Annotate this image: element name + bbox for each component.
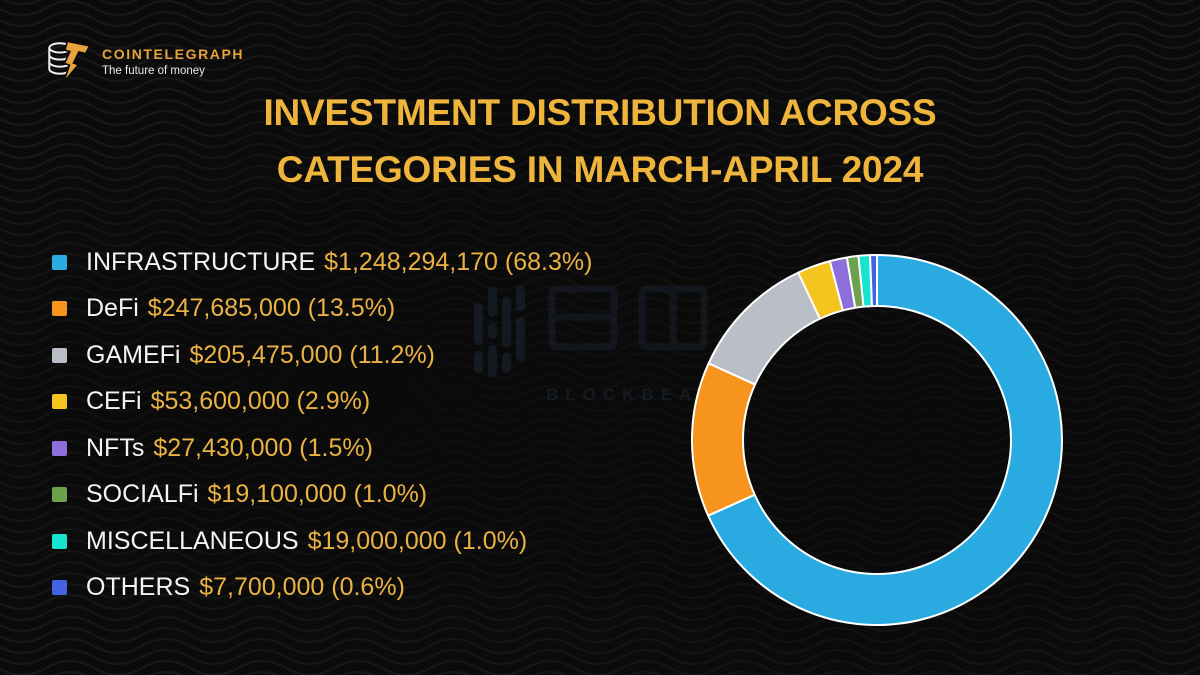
legend-label: SOCIALFi xyxy=(86,480,199,509)
legend-swatch-nfts xyxy=(52,440,67,456)
donut-slice-defi xyxy=(690,362,757,517)
legend-swatch-cefi xyxy=(52,394,67,410)
legend-value: $247,685,000 (13.5%) xyxy=(147,294,396,323)
legend-label: NFTs xyxy=(86,433,145,462)
legend-label: DeFi xyxy=(86,294,139,323)
legend-item-others: OTHERS $7,700,000 (0.6%) xyxy=(52,565,592,612)
legend-item-gamefi: GAMEFi $205,475,000 (11.2%) xyxy=(52,332,592,379)
page-title: INVESTMENT DISTRIBUTION ACROSS CATEGORIE… xyxy=(0,84,1200,198)
legend-value: $19,100,000 (1.0%) xyxy=(207,480,428,509)
legend-swatch-infrastructure xyxy=(52,254,67,270)
legend-value: $1,248,294,170 (68.3%) xyxy=(324,247,593,276)
legend-item-cefi: CEFi $53,600,000 (2.9%) xyxy=(52,379,592,426)
legend-label: MISCELLANEOUS xyxy=(86,526,299,555)
legend-swatch-miscellaneous xyxy=(52,533,67,549)
legend-swatch-gamefi xyxy=(52,347,67,363)
brand-name: COINTELEGRAPH xyxy=(102,45,245,62)
legend-swatch-others xyxy=(52,580,67,596)
cointelegraph-coin-stack-icon xyxy=(48,40,91,83)
legend-value: $27,430,000 (1.5%) xyxy=(153,433,373,462)
chart-legend: INFRASTRUCTURE $1,248,294,170 (68.3%) DeFi… xyxy=(52,239,592,611)
legend-item-nfts: NFTs $27,430,000 (1.5%) xyxy=(52,425,592,472)
legend-label: INFRASTRUCTURE xyxy=(86,247,316,276)
legend-label: GAMEFi xyxy=(86,340,181,369)
legend-value: $19,000,000 (1.0%) xyxy=(307,526,528,555)
legend-value: $205,475,000 (11.2%) xyxy=(189,340,436,369)
legend-swatch-socialfi xyxy=(52,487,67,503)
donut-chart xyxy=(690,253,1063,626)
legend-item-miscellaneous: MISCELLANEOUS $19,000,000 (1.0%) xyxy=(52,518,592,565)
legend-item-socialfi: SOCIALFi $19,100,000 (1.0%) xyxy=(52,472,592,519)
brand-tagline: The future of money xyxy=(102,64,205,77)
legend-label: CEFi xyxy=(86,387,142,416)
title-line-1: INVESTMENT DISTRIBUTION ACROSS xyxy=(263,92,937,133)
legend-item-infrastructure: INFRASTRUCTURE $1,248,294,170 (68.3%) xyxy=(52,239,592,286)
legend-label: OTHERS xyxy=(86,573,191,602)
legend-swatch-defi xyxy=(52,301,67,317)
brand-logo: COINTELEGRAPH The future of money xyxy=(46,36,244,86)
legend-value: $53,600,000 (2.9%) xyxy=(150,387,371,416)
legend-item-defi: DeFi $247,685,000 (13.5%) xyxy=(52,286,592,333)
donut-slice-gamefi xyxy=(707,271,821,386)
legend-value: $7,700,000 (0.6%) xyxy=(199,573,405,602)
donut-slice-others xyxy=(869,253,878,308)
title-line-2: CATEGORIES IN MARCH-APRIL 2024 xyxy=(276,149,924,190)
brand-text: COINTELEGRAPH The future of money xyxy=(102,46,244,77)
